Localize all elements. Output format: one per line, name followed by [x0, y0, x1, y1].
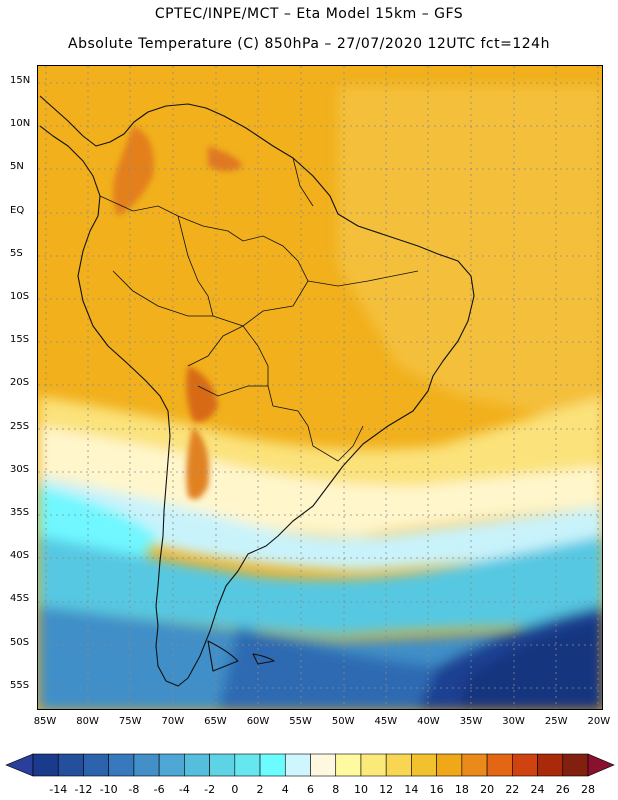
colorbar-segment	[259, 753, 286, 777]
colorbar-segment	[234, 753, 261, 777]
temperature-field	[38, 66, 602, 709]
colorbar-segment	[158, 753, 185, 777]
colorbar-segment	[486, 753, 513, 777]
colorbar-label: 28	[581, 783, 595, 796]
colorbar-label: -2	[204, 783, 216, 796]
colorbar-label: 18	[454, 783, 469, 796]
lon-label: 25W	[544, 716, 568, 727]
lon-label: 70W	[161, 716, 185, 727]
lon-label: 55W	[289, 716, 312, 727]
lat-label: 15N	[10, 75, 31, 86]
lon-label: 45W	[374, 716, 398, 727]
lon-label: 30W	[502, 716, 525, 727]
colorbar-label: 20	[480, 783, 495, 796]
colorbar-label: 14	[404, 783, 419, 796]
colorbar-over-arrow	[587, 753, 615, 777]
lon-label: 60W	[246, 716, 270, 727]
lon-label: 40W	[417, 716, 440, 727]
colorbar-segment	[335, 753, 362, 777]
colorbar-label: 26	[555, 783, 570, 796]
colorbar-segment	[385, 753, 412, 777]
lat-label: 30S	[10, 463, 30, 475]
lon-label: 50W	[331, 716, 355, 727]
colorbar-label: 8	[332, 783, 340, 796]
colorbar	[5, 753, 615, 777]
colorbar-segment	[32, 753, 59, 777]
lat-label: 10S	[10, 291, 30, 302]
lat-label: EQ	[10, 204, 25, 216]
colorbar-under-arrow	[5, 753, 34, 777]
lat-label: 20S	[10, 377, 30, 389]
lon-label: 65W	[204, 716, 227, 727]
lat-label: 50S	[10, 636, 30, 648]
lon-label: 80W	[76, 716, 99, 727]
colorbar-label: -6	[153, 783, 165, 796]
lat-label: 5S	[10, 247, 23, 259]
colorbar-segment	[562, 753, 589, 777]
colorbar-label: -12	[74, 783, 93, 796]
colorbar-segment	[411, 753, 437, 777]
colorbar-label: 22	[505, 783, 520, 796]
colorbar-label: 0	[231, 783, 239, 796]
lat-label: 15S	[10, 334, 30, 346]
lat-label: 10N	[10, 118, 31, 130]
colorbar-label: 2	[256, 783, 264, 796]
colorbar-segment	[209, 753, 236, 777]
colorbar-segment	[284, 753, 311, 777]
colorbar-label: -4	[178, 783, 190, 796]
colorbar-label: 24	[530, 783, 545, 796]
colorbar-segment	[184, 753, 210, 777]
colorbar-label: 10	[353, 783, 368, 796]
lat-label: 25S	[10, 420, 30, 432]
lat-label: 40S	[10, 550, 30, 562]
colorbar-label: 12	[379, 783, 394, 796]
country-borders	[99, 157, 419, 462]
colorbar-segment	[436, 753, 463, 777]
colorbar-segment	[133, 753, 160, 777]
colorbar-segment	[310, 753, 337, 777]
lon-label: 35W	[459, 716, 483, 727]
lat-label: 55S	[10, 679, 30, 691]
temperature-map	[37, 65, 603, 710]
coastline	[39, 95, 475, 687]
lon-label: 85W	[33, 716, 57, 727]
lon-label: 20W	[587, 716, 611, 727]
colorbar-segment	[108, 753, 135, 777]
lat-label: 45S	[10, 593, 30, 605]
colorbar-segment	[83, 753, 109, 777]
lat-label: 35S	[10, 507, 30, 518]
colorbar-segment	[537, 753, 564, 777]
map-title-line-2: Absolute Temperature (C) 850hPa – 27/07/…	[68, 36, 550, 52]
colorbar-label: -8	[128, 783, 140, 796]
colorbar-label: 4	[281, 783, 289, 796]
colorbar-label: 16	[429, 783, 444, 796]
map-title-line-1: CPTEC/INPE/MCT – Eta Model 15km – GFS	[154, 6, 464, 22]
colorbar-segment	[512, 753, 538, 777]
colorbar-label: -10	[99, 783, 118, 796]
lon-label: 75W	[118, 716, 142, 727]
colorbar-label: -14	[49, 783, 68, 796]
colorbar-label: 6	[307, 783, 314, 796]
lat-label: 5N	[10, 161, 24, 173]
colorbar-segment	[360, 753, 387, 777]
colorbar-segment	[57, 753, 84, 777]
colorbar-segment	[461, 753, 488, 777]
